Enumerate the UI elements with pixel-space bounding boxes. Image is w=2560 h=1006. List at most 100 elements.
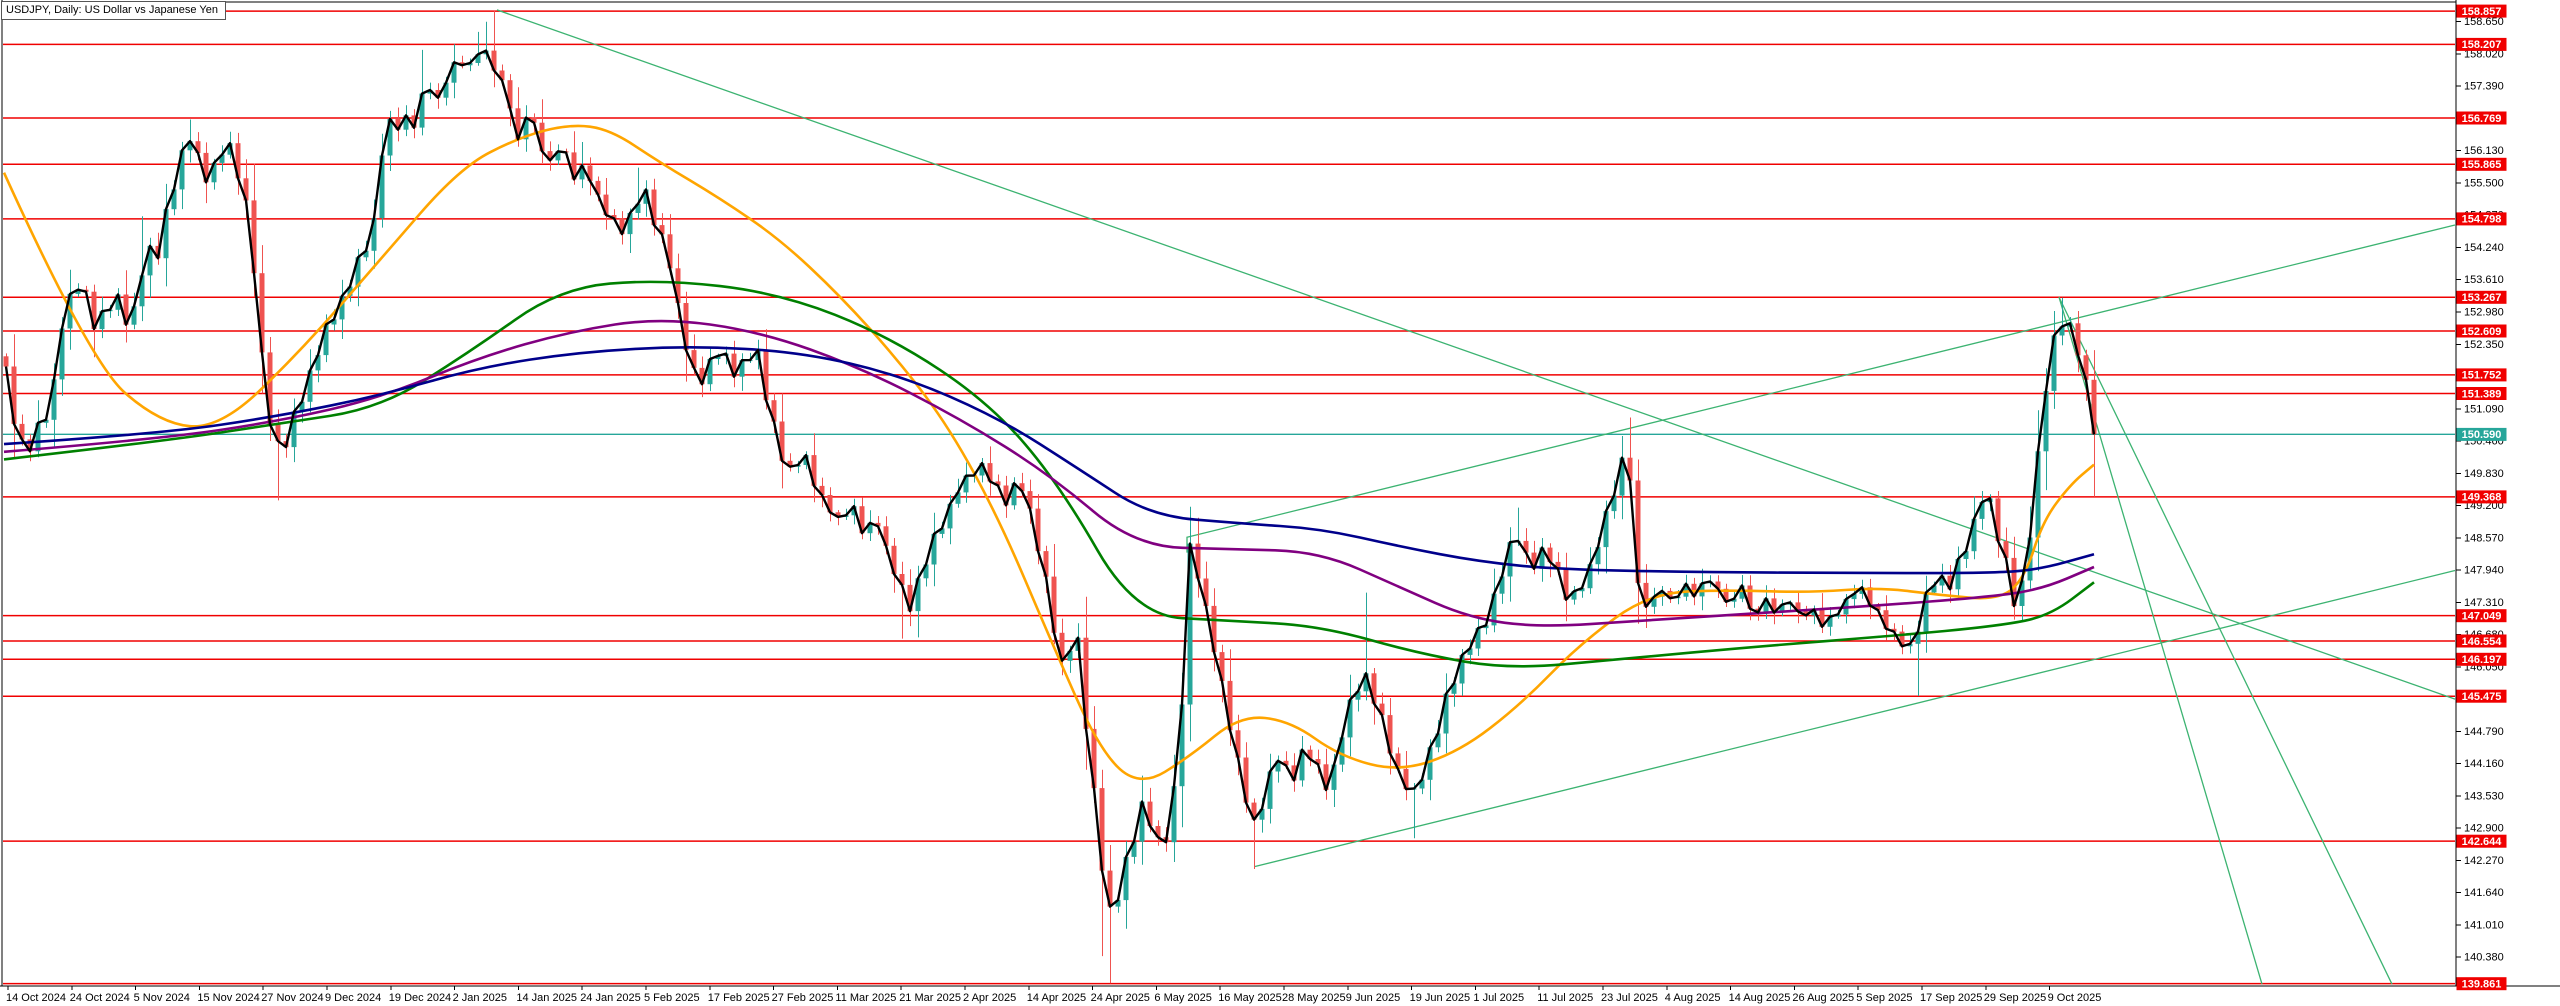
candle: [715, 355, 721, 359]
candle: [1227, 680, 1233, 731]
price-level-badge-text: 146.554: [2462, 636, 2503, 648]
x-axis-label: 17 Feb 2025: [708, 992, 770, 1004]
x-axis-label: 17 Sep 2025: [1920, 992, 1982, 1004]
trendline-steep-descending-2[interactable]: [2058, 296, 2393, 985]
candle: [1475, 628, 1481, 649]
candle: [1771, 598, 1777, 613]
candle: [1539, 547, 1545, 569]
y-axis-label: 148.570: [2464, 532, 2504, 544]
y-axis-label: 149.830: [2464, 468, 2504, 480]
price-level-badge: [2456, 111, 2507, 125]
candle: [1963, 551, 1969, 559]
candle: [1867, 587, 1873, 606]
candle: [1147, 801, 1153, 826]
candle: [43, 419, 49, 423]
candle: [571, 152, 577, 180]
candle: [1939, 575, 1945, 586]
candle: [411, 115, 417, 128]
candle: [731, 353, 737, 377]
candle: [379, 155, 385, 219]
candle: [1459, 655, 1465, 684]
candle: [1611, 495, 1617, 512]
y-axis-label: 144.790: [2464, 726, 2504, 738]
y-axis-label: 155.500: [2464, 177, 2504, 189]
candle: [651, 189, 657, 226]
candle: [499, 70, 505, 81]
y-axis-label: 152.980: [2464, 306, 2504, 318]
candle: [1859, 587, 1865, 594]
x-axis-label: 5 Sep 2025: [1856, 992, 1912, 1004]
candle: [1651, 596, 1657, 607]
candle: [435, 90, 441, 98]
candle: [1347, 699, 1353, 738]
candle: [259, 273, 265, 353]
x-axis-label: 5 Nov 2024: [134, 992, 190, 1004]
candle: [955, 492, 961, 504]
x-axis-label: 5 Feb 2025: [644, 992, 700, 1004]
price-level-badge: [2456, 609, 2507, 623]
y-axis-label: 142.900: [2464, 823, 2504, 835]
candle: [1363, 673, 1369, 692]
candle: [595, 180, 601, 195]
y-axis-label: 157.390: [2464, 81, 2504, 93]
candle: [683, 303, 689, 351]
candle: [1339, 737, 1345, 765]
candle: [1979, 502, 1985, 519]
candle: [1923, 592, 1929, 632]
candle: [827, 495, 833, 513]
candle: [603, 194, 609, 215]
ma-slowest-navy: [3, 346, 2095, 575]
candle: [987, 463, 993, 482]
candle: [179, 150, 185, 190]
candle: [235, 143, 241, 179]
y-axis-label: 141.010: [2464, 919, 2504, 931]
candle: [195, 141, 201, 153]
price-level-badge: [2456, 212, 2507, 226]
x-axis-label: 19 Jun 2025: [1410, 992, 1471, 1004]
candle: [1427, 747, 1433, 780]
candle: [1435, 733, 1441, 748]
candle: [1155, 826, 1161, 838]
y-axis-label: 141.640: [2464, 887, 2504, 899]
current-price-badge: [2456, 427, 2507, 441]
x-axis-label: 9 Jun 2025: [1346, 992, 1400, 1004]
candle: [347, 286, 353, 296]
candle: [1419, 779, 1425, 789]
candle: [1355, 691, 1361, 700]
candle: [1739, 585, 1745, 599]
trendline-ascending-support-from-may-low[interactable]: [1254, 569, 2456, 868]
candle: [979, 463, 985, 476]
candle: [1299, 749, 1305, 781]
candle: [515, 108, 521, 140]
trendline-long-descending-from-jan-top[interactable]: [496, 9, 2456, 700]
candle: [3, 356, 9, 367]
candle: [2035, 451, 2041, 538]
price-level-badge: [2456, 37, 2507, 51]
candle: [1795, 602, 1801, 612]
x-axis-label: 27 Feb 2025: [772, 992, 834, 1004]
price-level-badge-text: 147.049: [2462, 610, 2502, 622]
candle: [1043, 551, 1049, 577]
candle: [507, 80, 513, 109]
price-level-badge: [2456, 689, 2507, 703]
candle: [1915, 631, 1921, 644]
price-level-badge: [2456, 652, 2507, 666]
candle: [1035, 508, 1041, 552]
candle: [395, 119, 401, 130]
candle: [1187, 543, 1193, 705]
candle: [1107, 870, 1113, 907]
candle: [803, 455, 809, 465]
candle: [539, 122, 545, 152]
current-price-badge-text: 150.590: [2462, 429, 2502, 441]
price-level-badge-text: 156.769: [2462, 113, 2502, 125]
candle: [403, 115, 409, 130]
candle: [739, 360, 745, 377]
candle: [1387, 715, 1393, 754]
candle: [2043, 391, 2049, 452]
candle: [1619, 457, 1625, 496]
price-level-badge: [2456, 368, 2507, 382]
price-level-badge-text: 139.861: [2462, 978, 2502, 990]
candle: [2059, 326, 2065, 336]
candle: [635, 203, 641, 213]
